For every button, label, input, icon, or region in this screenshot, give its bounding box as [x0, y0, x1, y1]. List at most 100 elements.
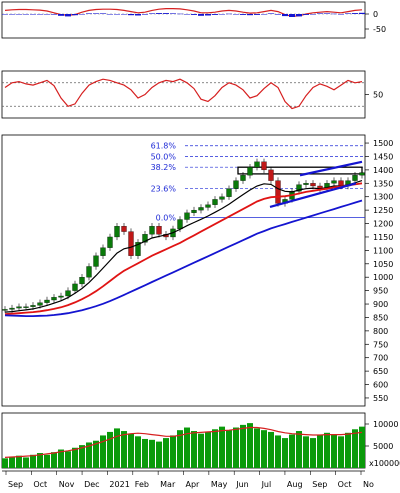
price-y-tick-label: 1200: [373, 220, 393, 229]
volume-bar: [317, 435, 323, 468]
volume-bar: [191, 431, 197, 468]
oscillator-histogram-bar: [9, 14, 15, 15]
price-candle: [107, 236, 113, 248]
volume-bar: [296, 431, 302, 468]
price-y-tick-label: 750: [373, 340, 388, 349]
x-tick-label: Dec: [84, 480, 99, 489]
volume-bar: [44, 454, 50, 468]
volume-bar: [121, 431, 127, 468]
price-candle: [93, 255, 99, 267]
x-tick-label: 2021: [109, 480, 129, 489]
volume-bar: [65, 451, 71, 468]
volume-bar: [198, 433, 204, 468]
price-candle: [303, 183, 309, 185]
price-candle: [310, 183, 316, 187]
rsi-y-tick-label: 50: [373, 91, 383, 100]
oscillator-histogram-bar: [79, 14, 85, 15]
price-y-tick-label: 1050: [373, 260, 393, 269]
price-candle: [156, 226, 162, 235]
price-y-tick-label: 800: [373, 327, 388, 336]
price-candle: [149, 226, 155, 235]
oscillator-histogram-bar: [261, 14, 267, 15]
volume-bar: [268, 431, 274, 468]
oscillator-histogram-bar: [240, 14, 246, 15]
oscillator-histogram-bar: [93, 13, 99, 14]
oscillator-histogram-bar: [198, 14, 204, 16]
oscillator-histogram-bar: [44, 14, 50, 15]
price-candle: [86, 266, 92, 278]
price-candle: [23, 306, 29, 308]
oscillator-histogram-bar: [16, 14, 22, 15]
price-candle: [198, 207, 204, 211]
x-tick-label: Nov: [59, 480, 75, 489]
price-ma_short-line: [4, 180, 363, 313]
price-candle: [296, 184, 302, 192]
oscillator-histogram-bar: [72, 14, 78, 16]
price-y-tick-label: 1000: [373, 273, 393, 282]
price-candle: [191, 209, 197, 213]
x-tick-label: Jun: [235, 480, 249, 489]
price-y-tick-label: 1250: [373, 206, 393, 215]
x-tick-label: Oct: [33, 480, 47, 489]
volume-bar: [261, 430, 267, 468]
oscillator-line-line: [4, 8, 363, 18]
price-y-tick-label: 900: [373, 300, 388, 309]
volume-bar: [226, 430, 232, 468]
price-y-tick-label: 850: [373, 313, 388, 322]
price-candle: [233, 180, 239, 189]
volume-bar: [352, 429, 358, 468]
oscillator-histogram-bar: [114, 14, 120, 15]
oscillator-histogram-bar: [254, 14, 260, 15]
price-candle: [331, 180, 337, 184]
price-ma_long-line: [4, 199, 363, 318]
oscillator-histogram-bar: [65, 14, 71, 17]
oscillator-histogram-bar: [135, 14, 141, 16]
x-tick-label: Feb: [135, 480, 149, 489]
oscillator-histogram-bar: [100, 13, 106, 14]
price-candle: [359, 172, 365, 176]
oscillator-histogram-bar: [86, 13, 92, 14]
price-candle: [184, 212, 190, 220]
x-tick-label: Oct: [338, 480, 352, 489]
oscillator-histogram-bar: [268, 13, 274, 14]
volume-bar: [205, 431, 211, 468]
volume-bar: [282, 438, 288, 468]
volume-bar: [156, 441, 162, 468]
oscillator-histogram-bar: [163, 13, 169, 14]
x-tick-label: Mar: [160, 480, 176, 489]
oscillator-histogram-bar: [58, 14, 64, 16]
volume-bar: [135, 436, 141, 468]
price-candle: [58, 295, 64, 298]
volume-bar: [30, 454, 36, 468]
volume-bar: [289, 434, 295, 468]
oscillator-histogram-bar: [317, 13, 323, 14]
volume-bar: [93, 440, 99, 468]
price-candle: [128, 231, 134, 256]
volume-bar: [219, 426, 225, 468]
oscillator-histogram-bar: [37, 14, 43, 15]
volume-bar: [72, 447, 78, 468]
oscillator-histogram-bar: [121, 14, 127, 15]
volume-bar: [2, 458, 8, 468]
price-ma_mid-line: [4, 182, 363, 316]
oscillator-histogram-bar: [107, 14, 113, 15]
volume-y-tick-label: 10000: [373, 420, 398, 429]
price-y-tick-label: 600: [373, 381, 388, 390]
fib-level-label: 0.0%: [156, 214, 177, 223]
oscillator-histogram-bar: [30, 14, 36, 15]
volume-bar: [359, 426, 365, 468]
price-candle: [268, 169, 274, 181]
price-candle: [44, 299, 50, 303]
price-y-tick-label: 1100: [373, 246, 393, 255]
fib-level-label: 61.8%: [151, 142, 177, 151]
price-candle: [72, 283, 78, 291]
volume-bar: [114, 428, 120, 468]
price-candle: [275, 180, 281, 204]
price-candle: [9, 307, 15, 310]
volume-y-tick-label: 5000: [373, 442, 393, 451]
oscillator-y-tick-label: 0: [373, 10, 378, 19]
price-candle: [121, 226, 127, 232]
oscillator-histogram-bar: [338, 14, 344, 15]
volume-bar: [233, 427, 239, 468]
oscillator-histogram-bar: [212, 14, 218, 15]
